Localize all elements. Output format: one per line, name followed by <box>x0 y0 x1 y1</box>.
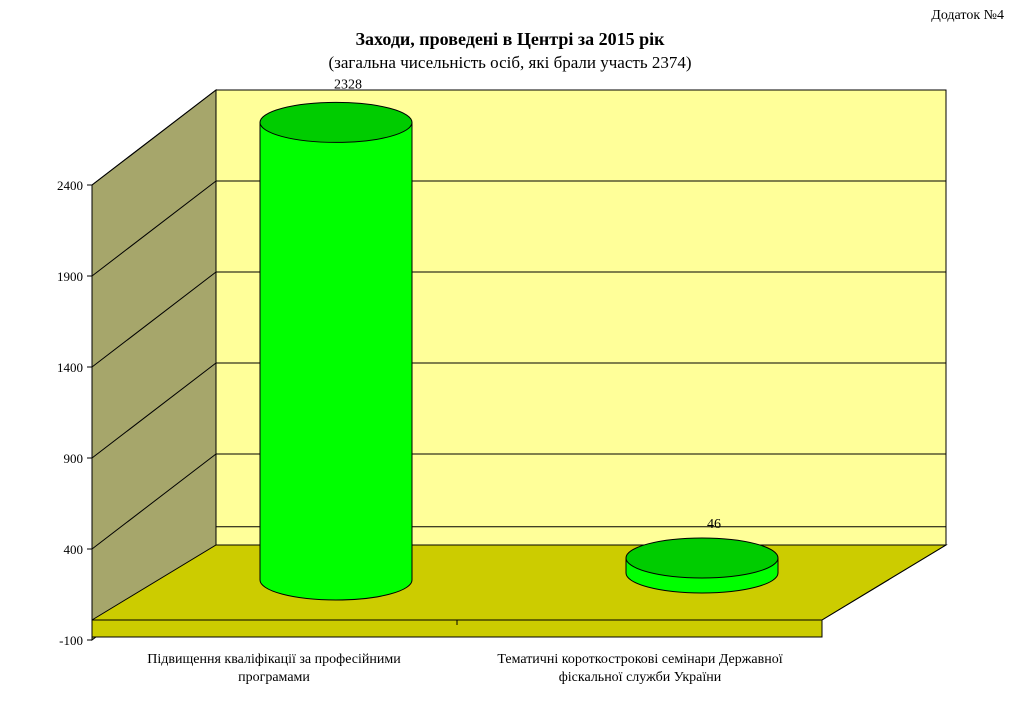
data-label: 2328 <box>334 77 362 92</box>
gridline-side <box>91 362 217 459</box>
y-tick-label: -100 <box>59 633 83 648</box>
bar-body <box>259 121 413 601</box>
chart-subtitle: (загальна чисельність осіб, які брали уч… <box>328 53 691 72</box>
floor <box>91 544 948 638</box>
category-label: Підвищення кваліфікації за професійними п… <box>147 652 401 685</box>
y-tick-labels: -100 400 900 1400 1900 2400 <box>57 178 83 648</box>
bar-top <box>625 537 779 579</box>
bar: 2328 <box>259 77 413 601</box>
floor-edge <box>821 544 947 621</box>
gridline-side <box>91 271 217 368</box>
category-label: Тематичні короткострокові семінари Держа… <box>497 652 782 685</box>
chart-title: Заходи, проведені в Центрі за 2015 рік <box>356 29 666 49</box>
y-tick-label: 400 <box>64 542 84 557</box>
data-label: 46 <box>707 517 721 532</box>
gridline-side <box>91 89 217 186</box>
y-tick-label: 900 <box>64 451 84 466</box>
category-labels: Підвищення кваліфікації за професійними п… <box>147 620 783 685</box>
y-tick-label: 2400 <box>57 178 83 193</box>
appendix-label: Додаток №4 <box>931 8 1004 23</box>
bar-top <box>259 101 413 143</box>
gridline-side <box>91 453 217 550</box>
y-tick-label: 1400 <box>57 360 83 375</box>
bars: 2328 46 <box>259 77 779 601</box>
bar: 46 <box>625 517 779 594</box>
y-tick-label: 1900 <box>57 269 83 284</box>
gridline-side <box>91 180 217 277</box>
